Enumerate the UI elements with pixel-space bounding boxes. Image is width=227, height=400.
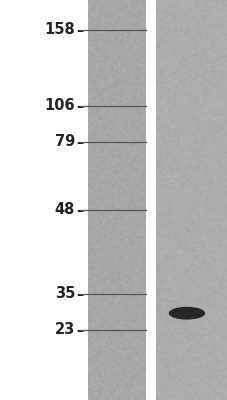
Ellipse shape bbox=[168, 307, 204, 320]
Text: 35: 35 bbox=[55, 286, 75, 302]
Text: –: – bbox=[76, 22, 83, 38]
Text: 158: 158 bbox=[44, 22, 75, 38]
Bar bbox=[145, 0, 155, 400]
Text: –: – bbox=[76, 202, 83, 218]
Text: 48: 48 bbox=[55, 202, 75, 218]
Text: 106: 106 bbox=[44, 98, 75, 114]
Text: –: – bbox=[76, 286, 83, 302]
Text: –: – bbox=[76, 98, 83, 114]
Text: –: – bbox=[76, 322, 83, 338]
Text: 23: 23 bbox=[55, 322, 75, 338]
Text: 79: 79 bbox=[55, 134, 75, 150]
Text: –: – bbox=[76, 134, 83, 150]
